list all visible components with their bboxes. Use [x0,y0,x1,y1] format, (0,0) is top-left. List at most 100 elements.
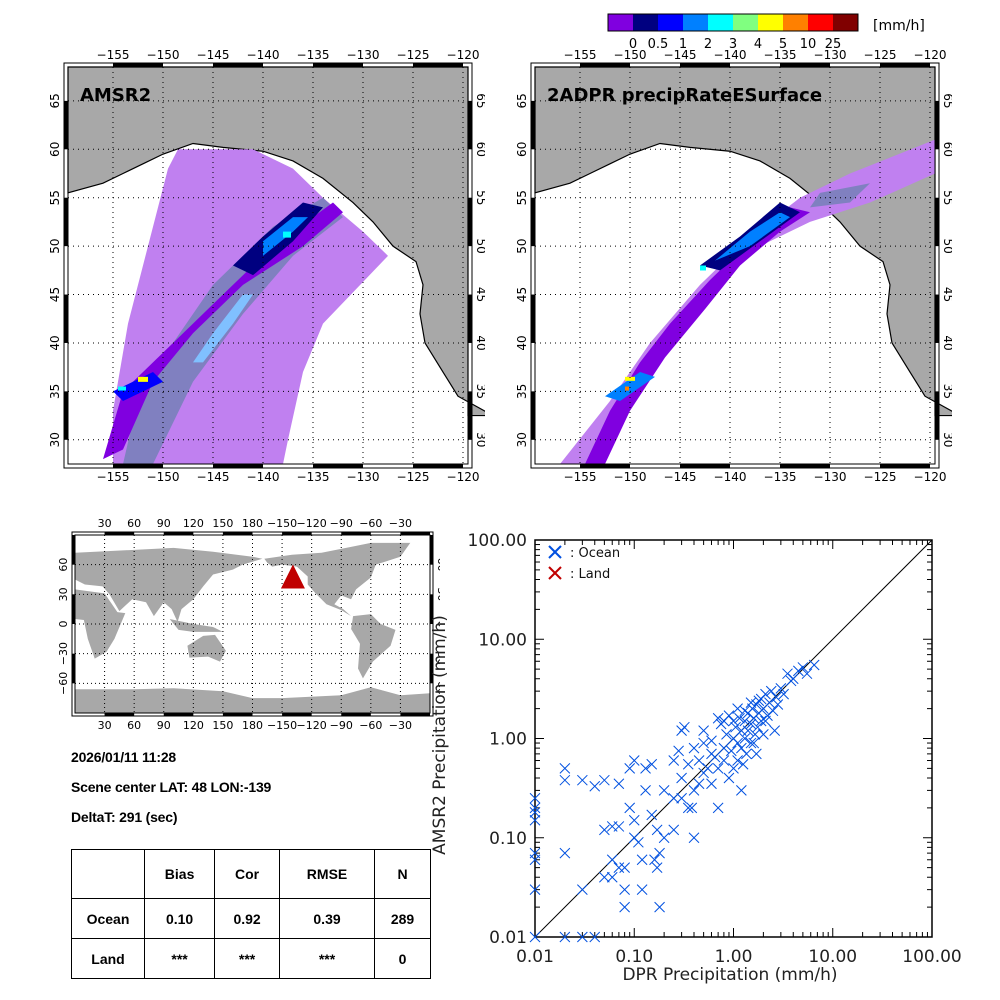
data-point [718,755,730,766]
data-point [762,710,773,721]
lat-tick-label-left: 35 [515,384,529,399]
data-point [668,824,680,836]
world-lon-tick-bottom: 150 [212,719,233,732]
data-point [732,755,743,766]
dpr-map: −155 −155 −150 −150 −145 −145 −140 −140 −135 −135… [515,48,952,484]
data-point [529,847,541,859]
swath-moderate [193,294,253,363]
data-point [658,832,670,844]
data-point [658,785,670,796]
frame-tick-bar [113,63,163,67]
frame-tick-bar [780,63,830,67]
stats-cell-rmse: *** [278,938,376,979]
frame-tick-bar [680,63,730,67]
lat-tick-label-right: 40 [474,335,485,350]
data-point [599,871,610,883]
data-point [767,705,779,717]
data-point [624,802,636,814]
lat-tick-label-left: 30 [48,432,62,447]
data-point [654,901,665,913]
swath-peak [700,265,706,271]
data-point [606,871,618,883]
lon-tick-label-top: −135 [764,48,797,62]
data-point [737,758,749,770]
lat-tick-label-left: 60 [48,142,62,157]
continent-antarctica [75,687,430,713]
y-axis-label: AMSR2 Precipitation (mm/h) [430,615,450,855]
frame-tick-bar [531,100,535,150]
data-point [712,802,724,814]
lon-tick-label-bottom: −125 [864,470,897,484]
data-point [755,715,767,727]
colorbar-tick-label: 0.5 [648,37,669,52]
frame-tick-bar [580,63,630,67]
stats-header-n: N [374,849,431,899]
data-point [619,862,630,873]
data-point [686,802,698,814]
x-tick-label: 100.00 [902,947,961,967]
map-title: AMSR2 [80,85,151,106]
stats-cell-n: 289 [374,898,431,939]
data-point [589,931,601,943]
world-lon-tick-top: −150 [267,517,297,530]
data-point [706,735,717,747]
colorbar-swatch [683,14,708,31]
frame-tick-bar [468,391,472,440]
world-lon-tick-top: 30 [98,517,112,530]
lat-tick-label-left: 65 [48,93,62,108]
data-point [529,802,541,814]
data-point [778,688,789,700]
frame-tick-bar [531,391,535,440]
lat-tick-label-right: 55 [941,190,952,205]
data-point [734,712,745,724]
x-tick-label: 10.00 [808,947,857,967]
world-lon-tick-top: −60 [359,517,382,530]
lon-tick-label-bottom: −140 [714,470,747,484]
precip-swath [560,139,935,464]
frame-tick-bar [313,464,363,468]
swath-peak [283,231,291,238]
data-point [676,772,687,784]
frame-tick-bar [64,391,68,440]
data-point [706,748,717,760]
frame-tick-bar [282,713,312,716]
x-tick-label: 1.00 [715,947,753,967]
data-point [628,755,640,766]
data-point [758,729,769,740]
data-point [633,836,644,848]
data-point [559,774,571,786]
lat-tick-label-left: 50 [515,238,529,253]
data-point [739,715,751,727]
data-point [646,758,658,770]
colorbar-unit: [mm/h] [873,18,925,34]
lon-tick-label-bottom: −130 [347,470,380,484]
x-tick-label: 0.10 [615,947,653,967]
data-point [732,703,743,714]
lat-tick-label-right: 45 [474,287,485,302]
colorbar-swatch [758,14,783,31]
colorbar-tick-label: 1 [679,37,687,52]
frame-tick-bar [64,294,68,343]
frame-tick-bar [282,532,312,535]
frame-tick-bar [113,464,163,468]
lon-tick-label-top: −120 [914,48,947,62]
swath-peak [118,386,126,391]
colorbar-swatch [608,14,633,31]
swath-light-precip [560,139,935,464]
lon-tick-label-top: −130 [347,48,380,62]
lat-tick-label-left: 55 [48,190,62,205]
lon-tick-label-bottom: −125 [397,470,430,484]
lat-tick-label-right: 35 [474,384,485,399]
data-point [808,659,820,671]
colorbar: [mm/h] 0 0.5 1 2 3 4 5 10 25 [607,13,925,52]
lat-tick-label-left: 45 [515,287,529,302]
data-point [775,683,787,694]
frame-tick-bar [104,532,135,535]
stats-header-bias: Bias [143,849,216,899]
lon-tick-label-bottom: −135 [764,470,797,484]
lat-tick-label-left: 60 [515,142,529,157]
lat-tick-label-right: 50 [941,238,952,253]
lat-tick-label-left: 40 [515,335,529,350]
legend-label: : Land [570,567,610,582]
swath-heavy [605,372,655,402]
